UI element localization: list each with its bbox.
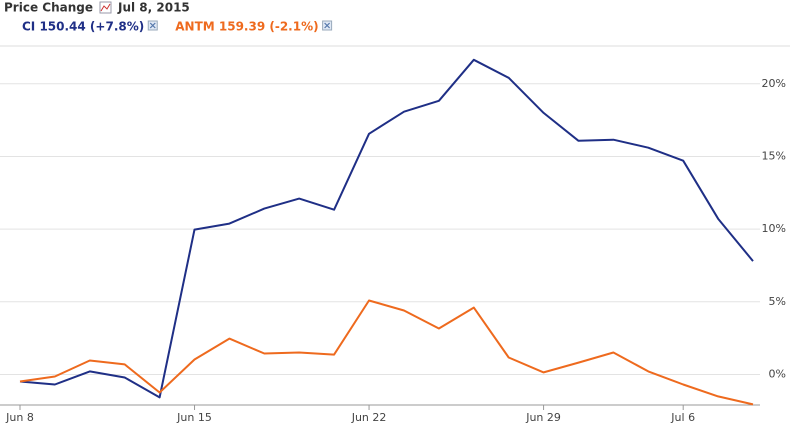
- chart-title: Price Change: [4, 1, 93, 15]
- remove-icon-x: [149, 22, 156, 29]
- legend: CI 150.44 (+7.8%) ANTM 159.39 (-2.1%): [22, 20, 333, 34]
- y-tick-label: 15%: [762, 149, 786, 162]
- x-tick-label: Jun 22: [351, 411, 387, 424]
- legend-entry: ANTM 159.39 (-2.1%): [175, 20, 318, 34]
- legend-remove-button[interactable]: [147, 20, 158, 31]
- series-line: [19, 299, 754, 406]
- remove-icon-x: [324, 22, 331, 29]
- x-tick-label: Jun 29: [525, 411, 561, 424]
- series-line: [19, 58, 754, 399]
- legend-remove-button[interactable]: [322, 20, 333, 31]
- legend-entry: CI 150.44 (+7.8%): [22, 20, 144, 34]
- y-tick-label: 20%: [762, 77, 786, 90]
- chart-icon: [99, 1, 112, 14]
- x-tick-label: Jun 15: [176, 411, 212, 424]
- y-tick-label: 10%: [762, 222, 786, 235]
- y-tick-label: 0%: [769, 367, 786, 380]
- y-tick-label: 5%: [769, 295, 786, 308]
- x-tick-label: Jun 8: [5, 411, 34, 424]
- x-tick-label: Jul 6: [670, 411, 695, 424]
- chart-date: Jul 8, 2015: [117, 1, 190, 15]
